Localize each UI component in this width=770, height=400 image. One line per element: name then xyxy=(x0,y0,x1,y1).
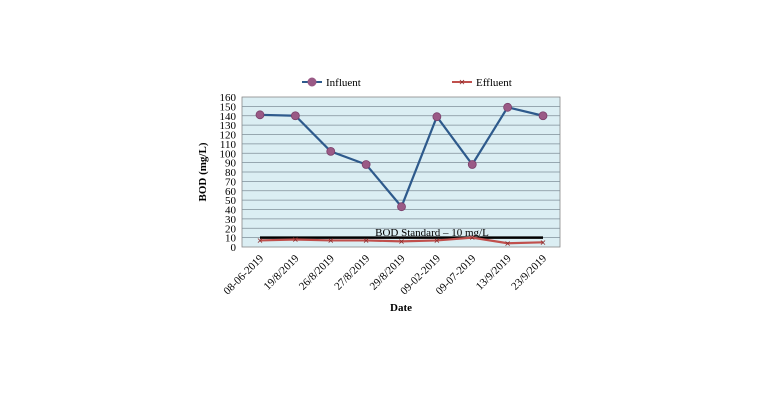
data-point-effluent: ✕ xyxy=(398,237,405,246)
y-tick-label: 90 xyxy=(225,158,237,170)
y-tick-label: 160 xyxy=(220,92,237,104)
data-point-influent xyxy=(503,102,513,112)
x-tick-label: 26/8/2019 xyxy=(297,252,337,292)
y-tick-label: 60 xyxy=(225,186,237,198)
x-tick-label: 23/9/2019 xyxy=(509,252,549,292)
y-tick-label: 10 xyxy=(225,233,237,245)
y-tick-label: 0 xyxy=(231,242,237,254)
data-point-effluent: ✕ xyxy=(540,238,547,247)
x-tick-label: 08-06-2019 xyxy=(221,252,266,297)
data-point-influent xyxy=(467,160,477,169)
y-tick-label: 70 xyxy=(225,176,237,188)
data-point-effluent: ✕ xyxy=(469,234,476,243)
legend-item-effluent: ✕ Effluent xyxy=(452,77,512,89)
data-point-effluent: ✕ xyxy=(363,236,370,245)
legend-label-effluent: Effluent xyxy=(476,77,512,89)
x-axis-title: Date xyxy=(390,302,412,314)
data-point-effluent: ✕ xyxy=(504,239,511,248)
y-tick-label: 40 xyxy=(225,205,237,217)
y-tick-label: 150 xyxy=(220,101,237,113)
data-point-influent xyxy=(326,146,336,156)
legend-label-influent: Influent xyxy=(326,77,361,89)
bod-standard-label: BOD Standard – 10 mg/L xyxy=(375,227,489,239)
y-tick-label: 110 xyxy=(220,139,237,151)
y-axis-title: BOD (mg/L) xyxy=(197,142,209,201)
legend: Influent ✕ Effluent xyxy=(302,77,512,89)
x-tick-label: 13/9/2019 xyxy=(474,252,514,292)
data-point-effluent: ✕ xyxy=(327,236,334,245)
data-point-influent xyxy=(397,202,406,212)
gridlines xyxy=(242,105,560,239)
legend-marker-influent xyxy=(307,77,317,87)
y-tick-label: 100 xyxy=(220,148,237,160)
series-line-effluent xyxy=(259,236,544,245)
x-axis-ticks: 08-06-201919/8/201926/8/201927/8/201929/… xyxy=(221,252,549,297)
data-point-effluent: ✕ xyxy=(292,236,299,245)
series-group: ✕ ✕ ✕ ✕ ✕ ✕ ✕ ✕ ✕ xyxy=(255,102,548,248)
y-tick-label: 120 xyxy=(220,130,237,142)
data-point-effluent: ✕ xyxy=(434,236,441,245)
y-tick-label: 50 xyxy=(225,195,237,207)
data-point-influent xyxy=(255,110,265,120)
x-tick-label: 19/8/2019 xyxy=(261,252,301,292)
data-point-influent xyxy=(432,112,442,122)
y-tick-label: 80 xyxy=(225,167,237,179)
data-point-effluent: ✕ xyxy=(257,236,264,245)
legend-item-influent: Influent xyxy=(302,77,361,89)
data-point-influent xyxy=(538,111,548,121)
y-tick-label: 20 xyxy=(225,223,237,235)
data-point-influent xyxy=(361,160,371,169)
legend-marker-effluent: ✕ xyxy=(459,78,466,87)
y-tick-label: 30 xyxy=(225,214,237,226)
y-tick-label: 130 xyxy=(220,120,237,132)
data-point-influent xyxy=(290,111,300,121)
y-tick-label: 140 xyxy=(220,111,237,123)
x-tick-label: 27/8/2019 xyxy=(332,252,372,292)
